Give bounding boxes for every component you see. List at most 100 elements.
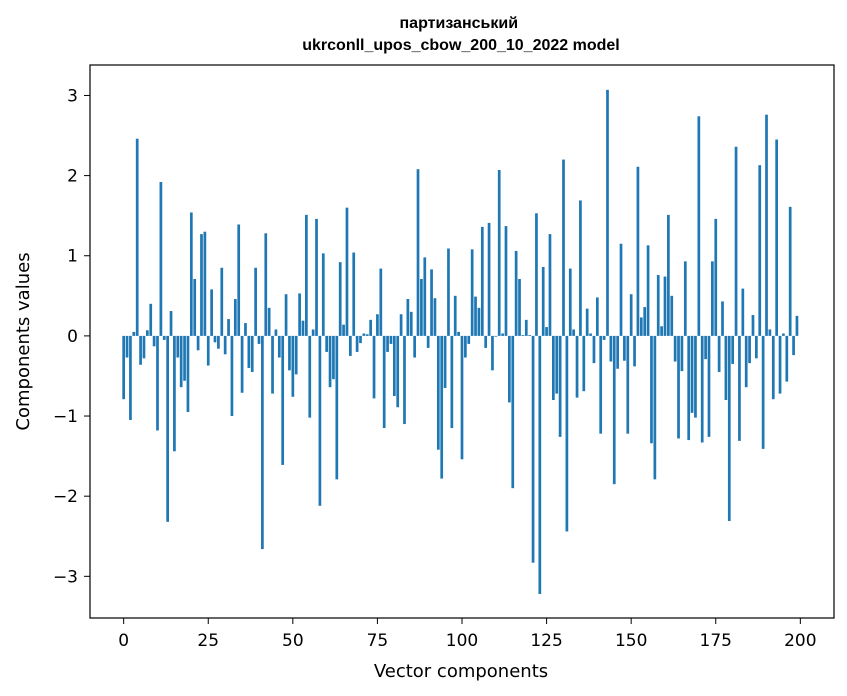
- bar-142: [602, 335, 606, 340]
- bar-143: [606, 89, 609, 336]
- bar-28: [217, 335, 220, 349]
- bar-87: [416, 169, 420, 336]
- bar-189: [761, 335, 765, 449]
- bar-41: [261, 335, 264, 550]
- bar-64: [338, 262, 342, 336]
- bar-103: [470, 249, 474, 336]
- bar-152: [636, 166, 640, 336]
- bar-43: [267, 307, 271, 336]
- bar-173: [707, 335, 711, 437]
- bar-113: [504, 226, 508, 336]
- bar-199: [795, 315, 799, 336]
- bar-97: [450, 335, 454, 429]
- bar-105: [477, 307, 481, 336]
- bar-106: [480, 226, 484, 336]
- bar-66: [345, 207, 349, 336]
- bar-58: [318, 335, 322, 506]
- bar-159: [660, 326, 663, 336]
- bar-178: [724, 335, 728, 401]
- bar-123: [538, 335, 542, 594]
- x-tick-label-100: 100: [446, 631, 478, 651]
- bar-197: [788, 206, 792, 336]
- bar-35: [240, 335, 244, 393]
- bar-93: [436, 335, 440, 450]
- bar-181: [734, 146, 738, 336]
- bar-68: [352, 252, 356, 336]
- bar-83: [403, 335, 406, 425]
- y-tick-label--3: −3: [53, 567, 78, 587]
- bar-155: [646, 245, 650, 336]
- bar-42: [264, 233, 268, 336]
- bar-13: [166, 335, 169, 522]
- bar-120: [528, 335, 532, 336]
- bar-108: [487, 222, 491, 336]
- bar-33: [233, 299, 237, 336]
- bar-118: [521, 335, 525, 336]
- bar-88: [420, 278, 423, 336]
- bar-180: [731, 335, 735, 364]
- x-tick-label-175: 175: [700, 631, 732, 651]
- bar-192: [771, 335, 775, 400]
- bar-161: [667, 214, 670, 336]
- bar-114: [508, 335, 511, 403]
- bar-11: [159, 182, 163, 336]
- bar-27: [213, 335, 217, 343]
- bar-110: [494, 335, 498, 337]
- bar-72: [365, 334, 369, 336]
- bar-125: [545, 327, 548, 336]
- bar-46: [277, 335, 281, 358]
- bar-117: [518, 278, 521, 336]
- y-tick-label--1: −1: [53, 407, 78, 427]
- bar-38: [250, 335, 254, 372]
- bar-190: [765, 114, 768, 336]
- chart-title-line-1: партизанський: [400, 15, 519, 32]
- y-axis-label: Components values: [13, 252, 34, 430]
- bar-150: [629, 294, 633, 336]
- bar-23: [200, 234, 203, 336]
- bar-139: [592, 335, 596, 364]
- bar-49: [288, 335, 291, 371]
- bar-63: [335, 335, 339, 480]
- bar-18: [183, 335, 186, 381]
- bar-172: [704, 335, 707, 360]
- bar-79: [389, 335, 393, 344]
- bar-1: [125, 335, 129, 358]
- bar-65: [342, 324, 345, 336]
- bar-32: [230, 335, 234, 417]
- bar-31: [227, 319, 230, 336]
- bar-148: [623, 335, 626, 361]
- bar-122: [535, 213, 538, 336]
- bar-34: [237, 224, 241, 336]
- bar-54: [305, 214, 308, 336]
- bar-111: [497, 169, 501, 336]
- bar-112: [501, 333, 504, 336]
- bar-40: [257, 335, 261, 344]
- bar-50: [291, 335, 295, 397]
- bar-96: [447, 248, 450, 336]
- bar-196: [785, 335, 789, 382]
- bar-86: [413, 335, 416, 358]
- x-tick-label-25: 25: [197, 631, 219, 651]
- bar-36: [244, 323, 247, 336]
- bar-7: [145, 330, 149, 336]
- bar-176: [717, 335, 721, 372]
- bar-73: [369, 319, 373, 336]
- x-tick-label-75: 75: [367, 631, 389, 651]
- bar-169: [694, 335, 697, 418]
- bar-153: [639, 317, 643, 336]
- bar-44: [271, 335, 274, 394]
- x-axis-label: Vector components: [374, 661, 548, 682]
- bar-30: [223, 335, 227, 355]
- bar-188: [758, 165, 762, 336]
- bar-5: [139, 335, 142, 365]
- bar-52: [298, 293, 301, 336]
- bar-109: [491, 335, 494, 371]
- bar-145: [612, 335, 616, 485]
- bar-183: [741, 288, 745, 336]
- bar-144: [609, 335, 613, 362]
- bar-194: [778, 335, 782, 394]
- bar-179: [727, 335, 731, 522]
- bar-57: [315, 218, 318, 336]
- bars-group: [122, 89, 799, 594]
